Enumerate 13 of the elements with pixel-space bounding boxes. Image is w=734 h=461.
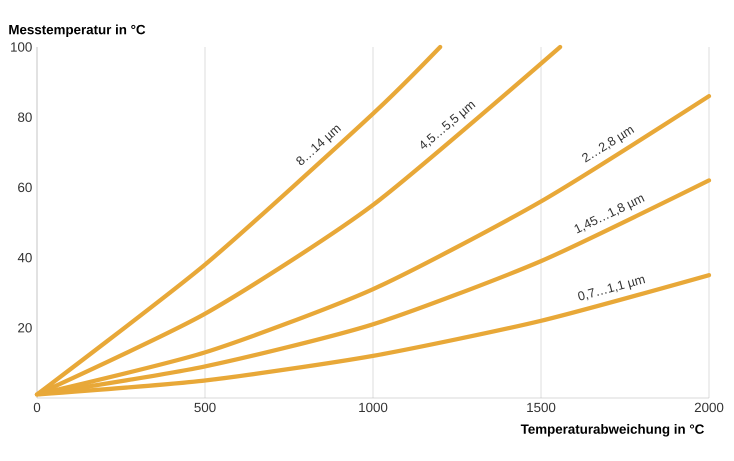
x-tick-label: 2000 — [694, 402, 724, 412]
text: 0,7…1,1 µm — [578, 276, 646, 300]
y-tick-label: 100 — [11, 42, 32, 52]
x-tick-label: 0 — [34, 402, 40, 412]
x-tick-label: 1500 — [527, 402, 556, 412]
y-tick-label: 80 — [18, 112, 32, 122]
y-tick-label: 20 — [18, 323, 32, 333]
x-tick-label: 1000 — [359, 402, 388, 412]
y-axis-title: Messtemperatur in °C — [9, 24, 146, 37]
y-tick-label: 60 — [18, 182, 32, 192]
x-tick-label: 500 — [194, 402, 216, 412]
x-axis-title: Temperaturabweichung in °C — [520, 424, 704, 437]
y-tick-label: 40 — [18, 252, 32, 262]
